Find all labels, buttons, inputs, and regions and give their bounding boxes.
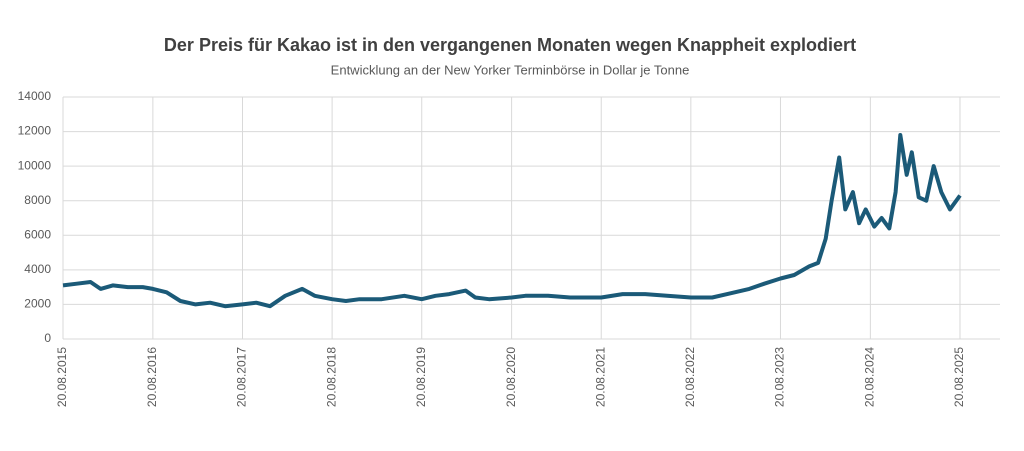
x-tick-label: 20.08.2020 — [504, 347, 518, 407]
y-tick-label: 2000 — [24, 297, 51, 311]
x-tick-label: 20.08.2016 — [145, 347, 159, 407]
x-tick-label: 20.08.2023 — [773, 347, 787, 407]
y-tick-label: 14000 — [18, 89, 52, 103]
y-tick-label: 10000 — [18, 158, 52, 172]
data-line — [62, 133, 962, 309]
chart-subtitle: Entwicklung an der New Yorker Terminbörs… — [331, 62, 690, 77]
x-tick-label: 20.08.2017 — [235, 347, 249, 407]
y-tick-label: 6000 — [24, 227, 51, 241]
x-tick-label: 20.08.2019 — [414, 347, 428, 407]
x-tick-label: 20.08.2022 — [683, 347, 697, 407]
x-tick-label: 20.08.2024 — [863, 347, 877, 407]
x-tick-label: 20.08.2021 — [593, 347, 607, 407]
x-tick-label: 20.08.2018 — [324, 347, 338, 407]
x-tick-label: 20.08.2025 — [952, 347, 966, 407]
chart-title: Der Preis für Kakao ist in den vergangen… — [164, 35, 856, 55]
x-tick-label: 20.08.2015 — [55, 347, 69, 407]
y-tick-label: 8000 — [24, 193, 51, 207]
y-tick-label: 4000 — [24, 262, 51, 276]
y-tick-label: 12000 — [18, 124, 52, 138]
y-tick-label: 0 — [44, 331, 51, 345]
